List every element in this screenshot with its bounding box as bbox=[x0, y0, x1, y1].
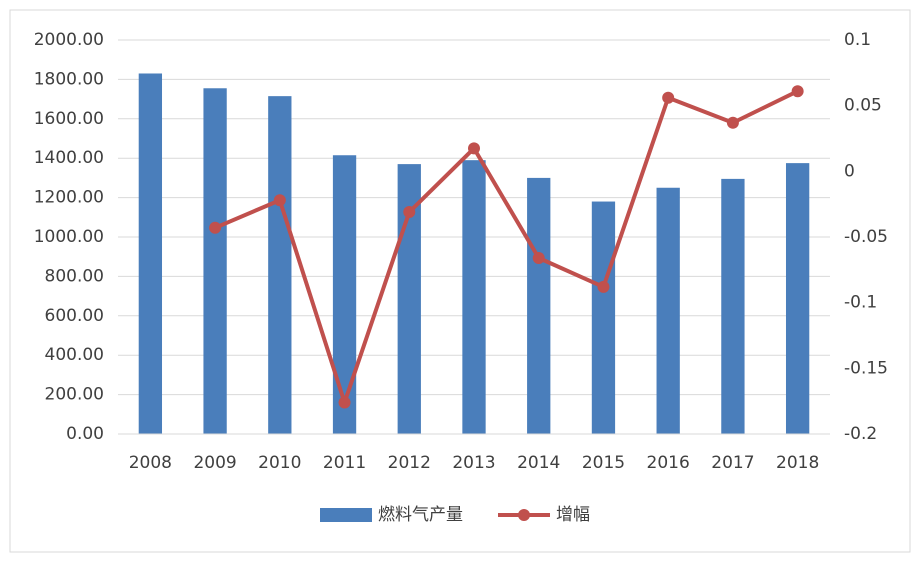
legend-swatch bbox=[320, 508, 372, 522]
y2-tick-label: 0.05 bbox=[844, 96, 882, 116]
bar bbox=[203, 88, 227, 434]
y-tick-label: 1200.00 bbox=[34, 188, 104, 208]
y-tick-label: 1600.00 bbox=[34, 109, 104, 129]
y-tick-label: 1000.00 bbox=[34, 227, 104, 247]
x-tick-label: 2018 bbox=[776, 453, 819, 473]
bar bbox=[332, 155, 357, 434]
y-tick-label: 1400.00 bbox=[34, 148, 104, 168]
x-tick-label: 2015 bbox=[582, 453, 625, 473]
y-tick-label: 1800.00 bbox=[34, 69, 104, 89]
line-marker bbox=[338, 396, 351, 409]
x-tick-label: 2016 bbox=[647, 453, 690, 473]
line-marker bbox=[403, 206, 416, 219]
y2-tick-label: -0.2 bbox=[844, 424, 877, 444]
x-tick-label: 2008 bbox=[129, 453, 172, 473]
y2-tick-label: -0.05 bbox=[844, 227, 888, 247]
y-tick-label: 400.00 bbox=[45, 345, 104, 365]
y2-tick-label: 0.1 bbox=[844, 30, 871, 50]
bar bbox=[591, 201, 616, 434]
line-marker bbox=[273, 194, 286, 207]
x-tick-label: 2012 bbox=[388, 453, 431, 473]
line-marker bbox=[532, 252, 545, 265]
legend-marker bbox=[518, 509, 530, 521]
line bbox=[214, 89, 799, 405]
line-marker bbox=[468, 142, 480, 155]
line-marker bbox=[662, 91, 675, 104]
line-marker bbox=[597, 280, 610, 293]
y-tick-label: 600.00 bbox=[45, 306, 104, 326]
x-tick-label: 2011 bbox=[323, 453, 366, 473]
bar bbox=[721, 178, 745, 434]
x-tick-label: 2010 bbox=[258, 453, 301, 473]
bar bbox=[268, 96, 292, 435]
x-tick-label: 2017 bbox=[711, 453, 754, 473]
y-tick-label: 200.00 bbox=[45, 385, 104, 405]
bar bbox=[785, 163, 810, 434]
y-tick-label: 800.00 bbox=[45, 266, 104, 286]
y-tick-label: 0.00 bbox=[66, 424, 104, 444]
bar bbox=[527, 177, 551, 434]
x-tick-label: 2014 bbox=[517, 453, 560, 473]
bar bbox=[138, 73, 163, 435]
line-marker bbox=[726, 116, 739, 129]
y-tick-label: 2000.00 bbox=[34, 30, 104, 50]
y2-tick-label: 0 bbox=[844, 161, 855, 181]
x-tick-label: 2009 bbox=[193, 453, 236, 473]
bar bbox=[656, 187, 680, 434]
line-marker bbox=[791, 85, 804, 98]
y2-tick-label: -0.1 bbox=[844, 293, 877, 313]
bar bbox=[462, 160, 486, 435]
legend-label: 增幅 bbox=[556, 505, 590, 525]
legend-label: 燃料气产量 bbox=[378, 505, 463, 525]
y2-tick-label: -0.15 bbox=[844, 358, 888, 378]
line-marker bbox=[209, 221, 222, 234]
x-tick-label: 2013 bbox=[452, 453, 495, 473]
